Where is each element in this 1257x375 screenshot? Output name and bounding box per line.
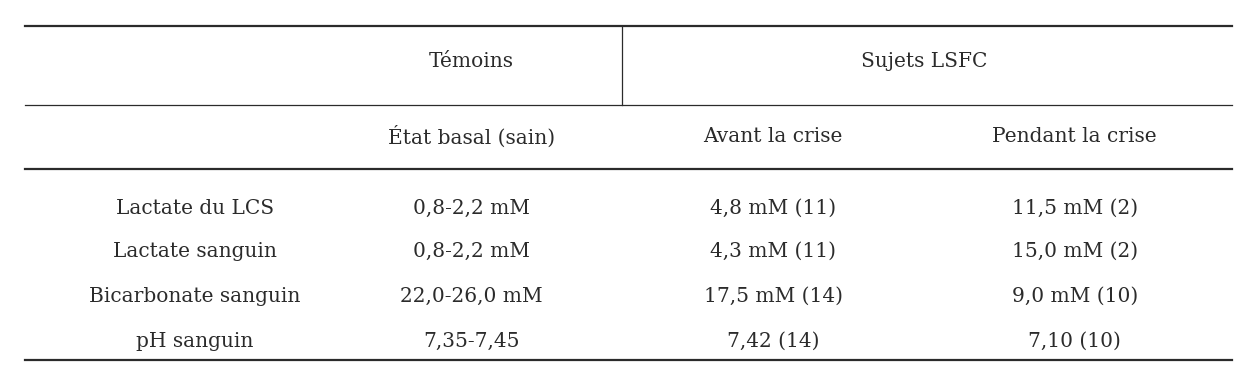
Text: Sujets LSFC: Sujets LSFC <box>861 53 987 71</box>
Text: 0,8-2,2 mM: 0,8-2,2 mM <box>412 242 530 261</box>
Text: 7,35-7,45: 7,35-7,45 <box>424 332 519 351</box>
Text: 4,8 mM (11): 4,8 mM (11) <box>710 199 836 217</box>
Text: 15,0 mM (2): 15,0 mM (2) <box>1012 242 1138 261</box>
Text: 7,10 (10): 7,10 (10) <box>1028 332 1121 351</box>
Text: 0,8-2,2 mM: 0,8-2,2 mM <box>412 199 530 217</box>
Text: Témoins: Témoins <box>429 53 514 71</box>
Text: Avant la crise: Avant la crise <box>704 128 842 146</box>
Text: 22,0-26,0 mM: 22,0-26,0 mM <box>400 287 543 306</box>
Text: 4,3 mM (11): 4,3 mM (11) <box>710 242 836 261</box>
Text: Lactate sanguin: Lactate sanguin <box>113 242 277 261</box>
Text: Pendant la crise: Pendant la crise <box>993 128 1156 146</box>
Text: 17,5 mM (14): 17,5 mM (14) <box>704 287 842 306</box>
Text: pH sanguin: pH sanguin <box>136 332 254 351</box>
Text: État basal (sain): État basal (sain) <box>388 126 554 148</box>
Text: Lactate du LCS: Lactate du LCS <box>116 199 274 217</box>
Text: 9,0 mM (10): 9,0 mM (10) <box>1012 287 1138 306</box>
Text: 11,5 mM (2): 11,5 mM (2) <box>1012 199 1138 217</box>
Text: Bicarbonate sanguin: Bicarbonate sanguin <box>89 287 300 306</box>
Text: 7,42 (14): 7,42 (14) <box>727 332 820 351</box>
